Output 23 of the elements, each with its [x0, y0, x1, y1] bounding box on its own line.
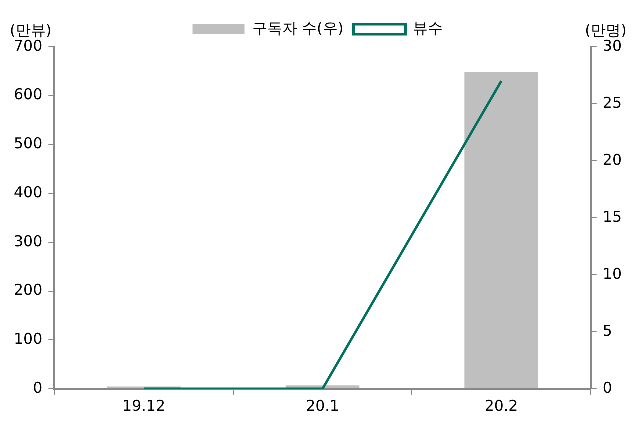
y-tick-label: 700 [14, 36, 43, 55]
y-tick-label: 500 [14, 134, 43, 153]
y-axis-title: (만뷰) [10, 21, 52, 40]
y2-tick-label: 25 [602, 94, 622, 112]
x-tick-label: 20.2 [484, 396, 518, 415]
y-tick-label: 600 [14, 86, 43, 104]
x-tick-label: 19.12 [122, 396, 166, 415]
y-tick-label: 300 [14, 232, 43, 250]
y2-tick-label: 15 [602, 208, 622, 226]
legend-label: 구독자 수(우) [252, 19, 344, 38]
y-tick-label: 100 [14, 330, 43, 348]
y2-tick-label: 10 [602, 264, 622, 283]
y-tick-label: 400 [14, 183, 43, 202]
y2-axis-title: (만명) [585, 21, 627, 40]
legend-label: 뷰수 [413, 19, 444, 38]
y2-tick-label: 20 [602, 150, 622, 169]
y2-tick-label: 0 [602, 378, 612, 397]
bar [464, 72, 538, 388]
y2-tick-label: 5 [602, 322, 612, 340]
y2-tick-label: 30 [602, 36, 622, 55]
y-tick-label: 0 [33, 378, 43, 397]
y-tick-label: 200 [14, 281, 43, 300]
x-tick-label: 20.1 [306, 396, 340, 415]
